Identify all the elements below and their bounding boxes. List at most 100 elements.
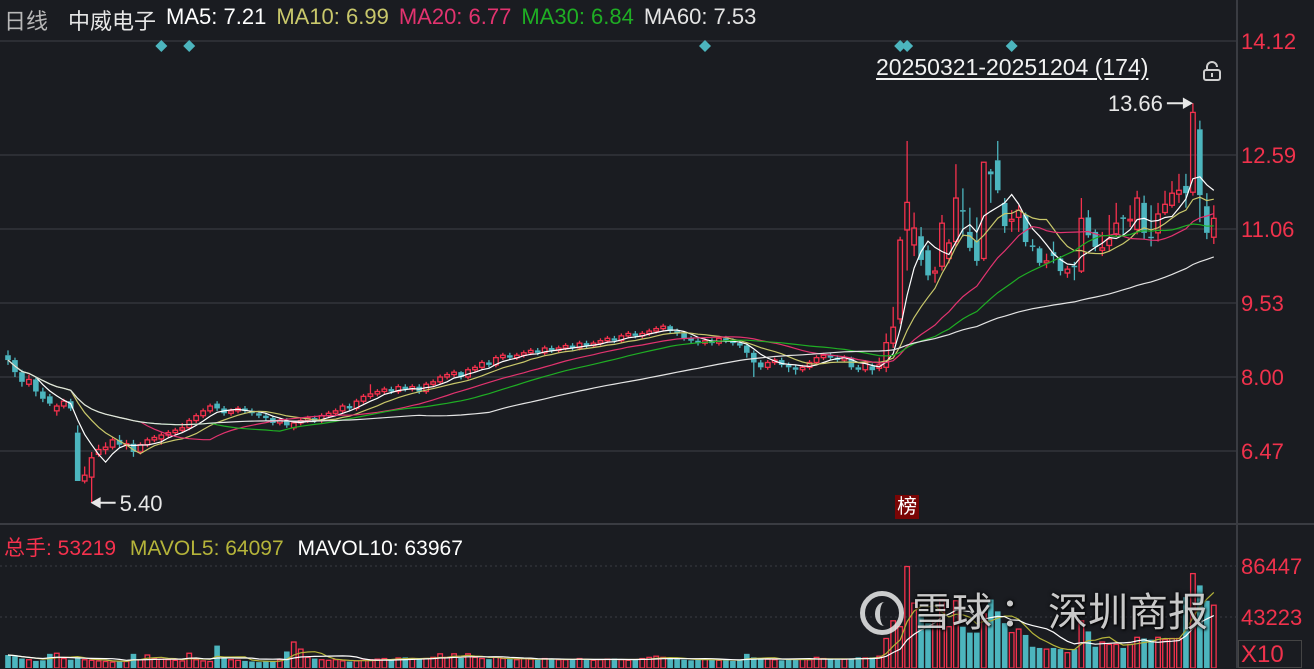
candle-body-down xyxy=(5,355,11,361)
candle-body-up xyxy=(430,381,437,385)
volume-bar-down xyxy=(688,660,694,668)
volume-bar-up xyxy=(1162,639,1168,668)
candle-body-down xyxy=(1148,236,1154,239)
volume-bar-down xyxy=(785,659,792,668)
chart-header: 日线 中威电子 MA5: 7.21 MA10: 6.99 MA20: 6.77 … xyxy=(4,4,766,36)
event-diamond-icon xyxy=(155,40,168,52)
candle-body-up xyxy=(1155,213,1161,234)
volume-bar-up xyxy=(806,659,813,668)
volume-tick-label: 43223 xyxy=(1241,605,1302,630)
volume-bar-down xyxy=(458,657,464,668)
volume-bar-down xyxy=(311,658,318,668)
candle-body-up xyxy=(144,439,151,446)
candle-body-up xyxy=(1162,203,1168,214)
candle-body-down xyxy=(674,331,680,334)
candle-body-down xyxy=(583,343,590,346)
volume-bar-down xyxy=(674,659,680,668)
volume-bar-up xyxy=(862,657,869,668)
candle-body-up xyxy=(60,400,67,407)
candle-body-down xyxy=(1120,217,1126,219)
event-diamond-icon xyxy=(183,40,196,52)
candle-body-down xyxy=(1001,202,1008,227)
volume-bar-up xyxy=(932,620,938,668)
volume-bar-up xyxy=(764,658,771,668)
mavol5-value: MAVOL5: 64097 xyxy=(129,537,284,560)
volume-bar-down xyxy=(750,657,757,668)
volume-bar-down xyxy=(116,660,123,668)
candle-body-down xyxy=(534,350,541,353)
volume-bar-down xyxy=(960,626,966,668)
candle-body-down xyxy=(388,389,395,392)
range-selector[interactable]: 20250321-20251204 (174) xyxy=(876,54,1149,80)
volume-bar-up xyxy=(81,659,88,668)
volume-bar-up xyxy=(541,657,548,668)
volume-bar-down xyxy=(1120,647,1126,668)
volume-bar-down xyxy=(730,660,736,668)
mavol10-value: MAVOL10: 63967 xyxy=(297,537,463,560)
volume-bar-down xyxy=(778,660,785,668)
volume-bar-up xyxy=(95,660,102,668)
volume-bar-down xyxy=(1001,623,1008,668)
volume-bar-down xyxy=(1148,639,1154,668)
candle-body-down xyxy=(827,355,834,358)
candle-body-up xyxy=(1134,197,1141,231)
candle-body-down xyxy=(486,362,492,365)
volume-multiplier[interactable]: X10 xyxy=(1238,640,1302,668)
volume-bar-down xyxy=(918,614,924,668)
candle-body-up xyxy=(799,366,806,371)
volume-axis: 86447 43223 xyxy=(1241,554,1302,630)
volume-bar-down xyxy=(1057,649,1064,668)
price-tick-label: 9.53 xyxy=(1241,291,1284,316)
volume-bar-up xyxy=(946,626,952,668)
volume-bar-down xyxy=(695,659,701,668)
candle-body-up xyxy=(1064,268,1071,274)
candle-body-up xyxy=(1113,222,1120,235)
candle-body-up xyxy=(53,405,60,412)
volume-bar-down xyxy=(486,659,492,668)
candle-body-up xyxy=(939,222,945,267)
volume-bar-up xyxy=(1176,637,1182,668)
candle-body-up xyxy=(653,327,660,332)
volume-bar-up xyxy=(1099,641,1106,668)
volume-bar-down xyxy=(632,659,639,668)
volume-bar-up xyxy=(653,655,660,668)
unlock-icon[interactable] xyxy=(1202,61,1222,81)
candle-body-up xyxy=(151,436,158,441)
volume-bar-up xyxy=(423,657,430,668)
volume-bar-up xyxy=(353,660,360,668)
volume-bar-down xyxy=(855,657,862,668)
volume-bar-down xyxy=(263,660,269,668)
volume-bar-up xyxy=(590,659,597,668)
volume-bar-up xyxy=(109,661,116,668)
volume-bar-up xyxy=(144,654,151,668)
candle-body-up xyxy=(562,344,569,349)
candle-body-down xyxy=(960,210,966,212)
candle-body-up xyxy=(862,361,869,371)
candle-body-down xyxy=(792,367,799,370)
candle-body-up xyxy=(1008,218,1015,222)
candle-body-up xyxy=(472,366,478,371)
volume-bar-up xyxy=(1169,637,1175,668)
ma20-line xyxy=(7,213,1214,441)
candle-body-up xyxy=(1189,111,1196,193)
volume-bar-up xyxy=(604,658,611,668)
volume-grid xyxy=(0,565,1237,618)
ranking-badge[interactable]: 榜 xyxy=(895,495,920,519)
candle-body-down xyxy=(1183,185,1189,194)
candle-body-up xyxy=(102,446,109,451)
candle-body-down xyxy=(611,338,618,341)
ma30-line xyxy=(7,223,1214,432)
volume-bar-up xyxy=(228,659,234,668)
ma10-line xyxy=(7,196,1214,455)
period-label[interactable]: 日线 xyxy=(4,9,49,34)
candle-body-up xyxy=(932,270,938,274)
volume-bar-down xyxy=(967,632,973,668)
volume-bar-down xyxy=(744,653,750,668)
volume-bar-up xyxy=(939,598,945,668)
candle-body-down xyxy=(1036,248,1043,263)
volume-bar-up xyxy=(1210,604,1217,668)
volume-bar-up xyxy=(339,660,346,668)
volume-bar-down xyxy=(1036,647,1043,668)
candle-body-up xyxy=(604,337,611,342)
